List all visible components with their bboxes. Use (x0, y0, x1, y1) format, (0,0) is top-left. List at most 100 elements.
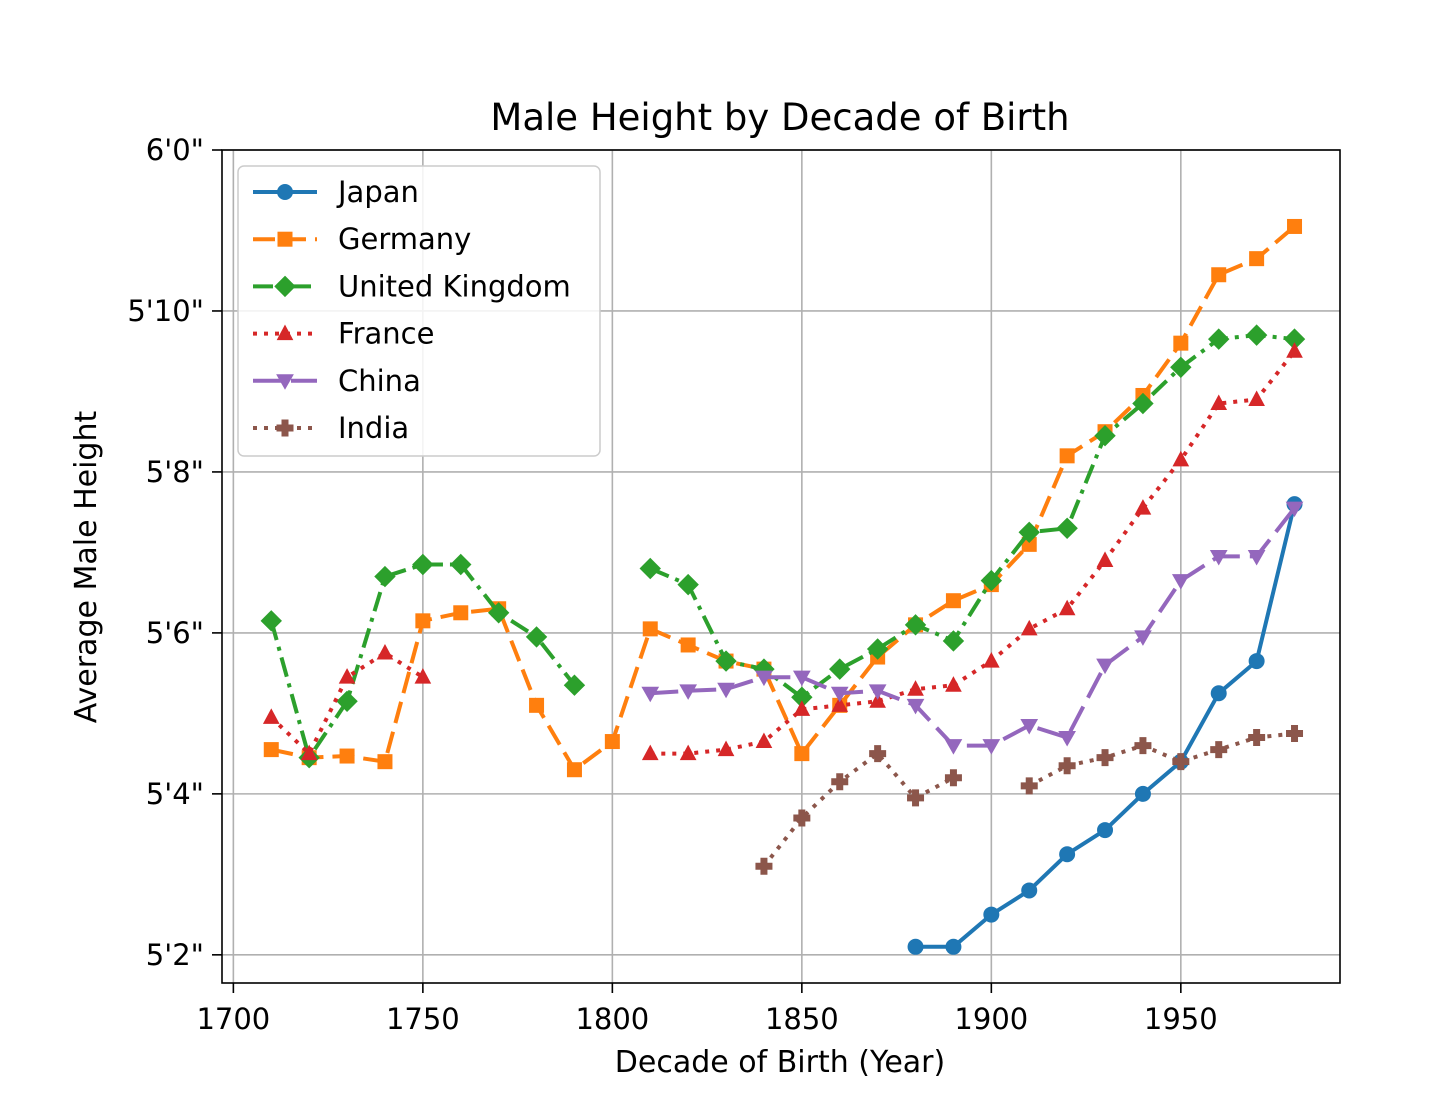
x-tick-label: 1950 (1144, 1002, 1218, 1036)
data-point (529, 697, 545, 713)
data-point (1020, 619, 1038, 636)
x-axis-label: Decade of Birth (Year) (615, 1045, 945, 1080)
data-point (1248, 653, 1265, 670)
data-point (262, 708, 280, 724)
data-point (641, 744, 659, 761)
data-point (755, 857, 773, 875)
data-point (1134, 499, 1152, 515)
data-point (1248, 729, 1266, 747)
legend-label: Germany (338, 222, 471, 256)
x-tick-label: 1900 (954, 1002, 1028, 1036)
y-axis: 5'2" 5'4" 5'6" 5'8" 5'10" 6'0" (127, 133, 222, 972)
data-point (414, 668, 432, 684)
data-point (830, 686, 849, 703)
legend: Japan Germany United Kingdom France China Ind… (237, 165, 601, 457)
data-point (1058, 599, 1076, 616)
data-point (1211, 267, 1227, 283)
y-tick-label: 5'6" (146, 616, 204, 650)
data-point (1097, 822, 1114, 839)
data-point (1056, 517, 1078, 539)
data-point (1134, 630, 1152, 646)
data-point (641, 686, 660, 703)
data-point (868, 684, 887, 700)
data-point (300, 744, 318, 761)
data-point (983, 652, 1000, 668)
data-point (642, 621, 658, 637)
data-point (980, 569, 1003, 592)
data-point (792, 670, 811, 687)
x-tick-label: 1800 (575, 1002, 649, 1036)
data-point (1248, 390, 1265, 406)
data-point (338, 668, 356, 684)
data-point (487, 602, 510, 624)
data-point (339, 748, 355, 764)
legend-entry: United Kingdom (253, 269, 571, 303)
y-tick-label: 5'4" (146, 777, 204, 811)
data-point (866, 638, 889, 660)
data-point (377, 754, 393, 770)
legend-label: Japan (336, 175, 419, 209)
data-point (1210, 741, 1228, 759)
data-point (1172, 450, 1190, 467)
data-point (415, 613, 431, 629)
data-point (982, 739, 1001, 755)
legend-entry: India (253, 411, 409, 445)
data-point (1285, 501, 1304, 518)
data-point (1286, 725, 1304, 743)
data-point (1210, 394, 1228, 411)
y-axis-label: Average Male Height (69, 411, 104, 724)
series-line (269, 349, 1297, 756)
series-china (641, 501, 1304, 755)
data-point (829, 658, 851, 680)
data-point (1132, 392, 1154, 415)
legend-label: India (338, 411, 409, 445)
data-point (604, 734, 620, 750)
data-point (1020, 718, 1039, 735)
data-point (1096, 658, 1114, 675)
legend-marker (276, 374, 294, 390)
legend-entry: France (253, 317, 434, 351)
data-point (1210, 685, 1227, 702)
data-point (525, 626, 548, 648)
data-point (1096, 551, 1114, 567)
data-point (680, 637, 696, 653)
data-point (831, 696, 849, 712)
legend-label: United Kingdom (338, 269, 571, 303)
data-point (869, 745, 887, 763)
series-line (270, 224, 1296, 772)
legend-box (237, 165, 601, 457)
data-point (1287, 218, 1303, 234)
plot-frame (221, 149, 1341, 984)
y-tick-label: 6'0" (146, 133, 204, 167)
data-point (1209, 549, 1228, 566)
data-point (904, 614, 927, 636)
x-tick-label: 1850 (765, 1002, 839, 1036)
data-point (906, 698, 925, 715)
data-point (945, 938, 962, 955)
data-point (1247, 549, 1266, 566)
legend-entry: Germany (253, 222, 471, 256)
legend-label: China (338, 364, 421, 398)
data-point (1018, 521, 1040, 544)
data-point (983, 906, 1000, 923)
x-tick-label: 1750 (386, 1002, 460, 1036)
data-point (755, 732, 773, 749)
data-point (793, 809, 811, 827)
data-point (755, 670, 773, 687)
series-layer (260, 218, 1306, 955)
data-point (1058, 757, 1076, 775)
legend-marker (274, 275, 296, 298)
legend-marker (276, 419, 294, 437)
y-tick-label: 5'10" (127, 294, 204, 328)
data-point (1249, 251, 1265, 267)
y-tick-label: 5'2" (146, 938, 204, 972)
data-point (1094, 425, 1116, 447)
data-point (1172, 753, 1190, 771)
data-point (679, 684, 698, 700)
data-point (715, 650, 737, 672)
series-france (262, 342, 1303, 761)
data-point (566, 762, 582, 778)
data-point (1245, 324, 1268, 346)
series-united-kingdom (260, 324, 1306, 769)
